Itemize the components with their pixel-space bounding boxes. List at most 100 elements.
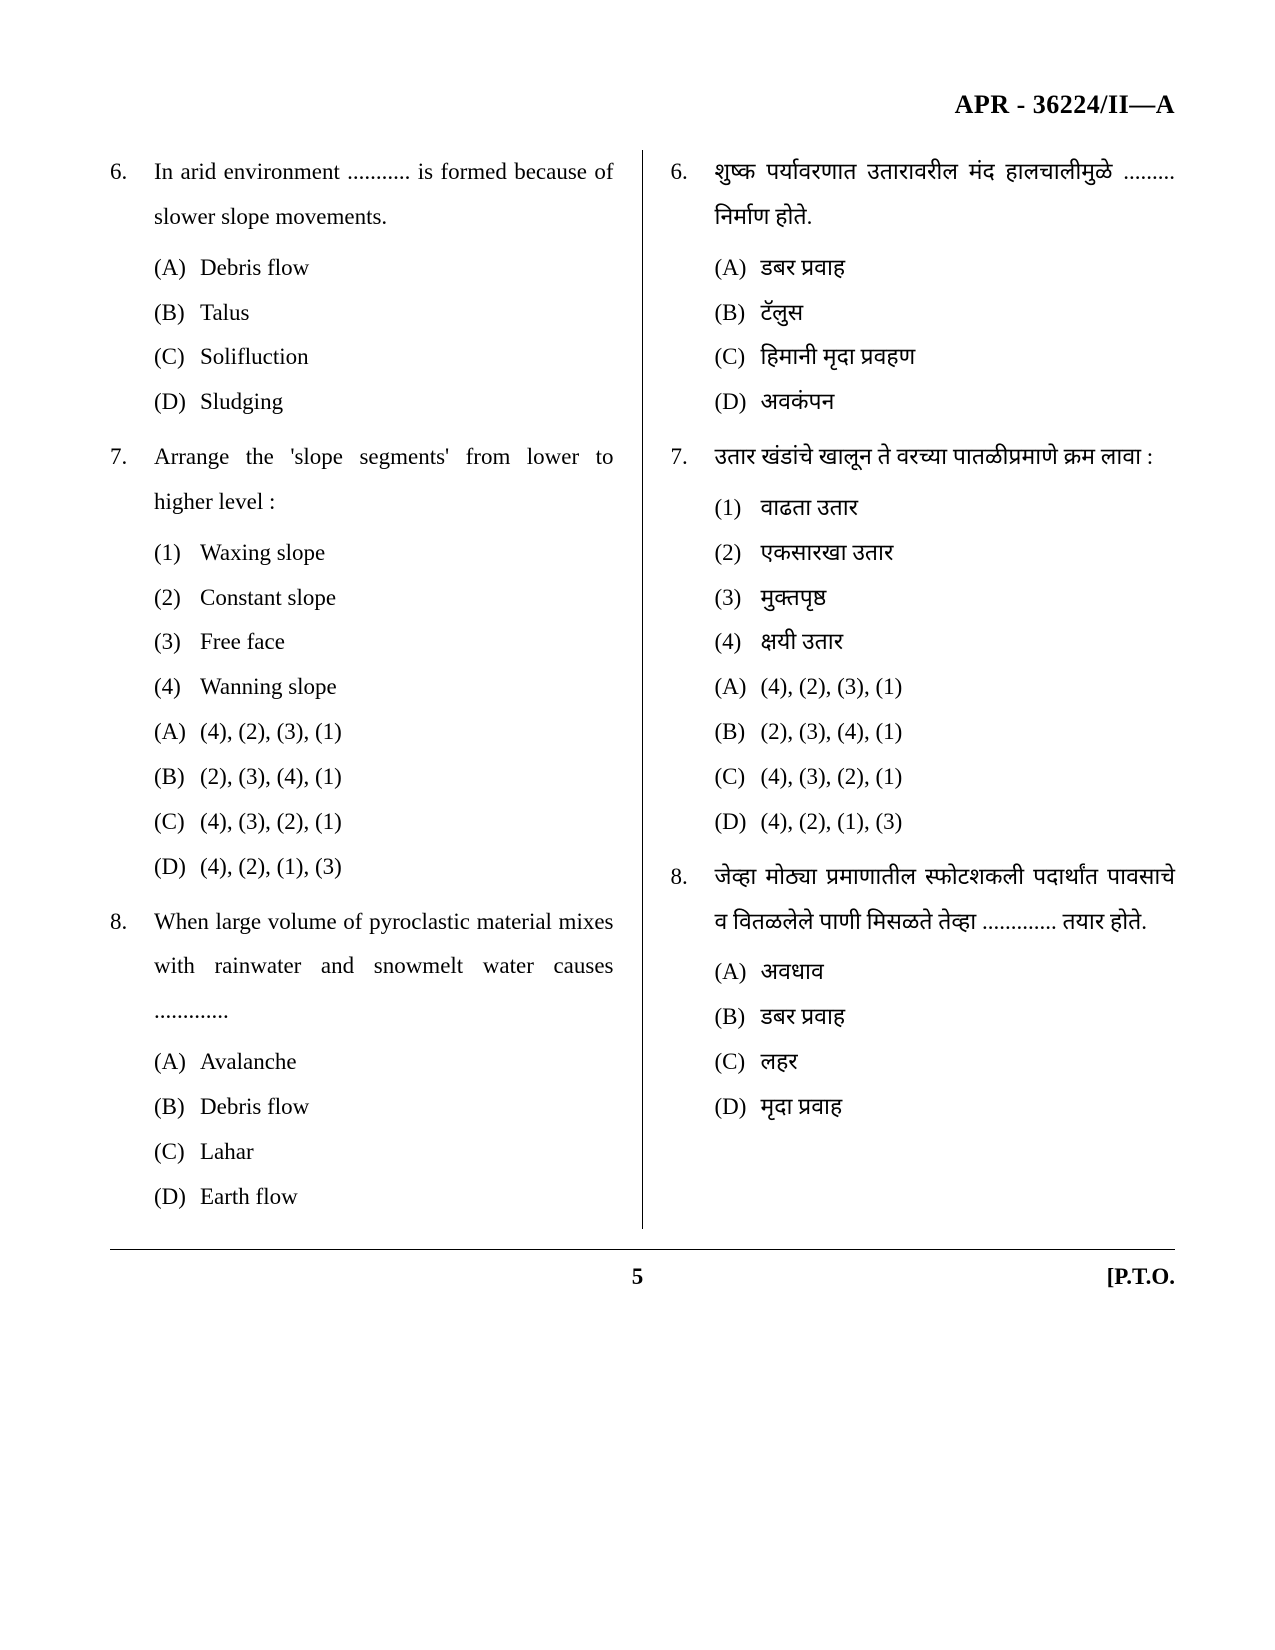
exam-header: APR - 36224/II—A xyxy=(110,90,1175,120)
column-english: 6. In arid environment ........... is fo… xyxy=(110,150,643,1229)
option-text: टॅलुस xyxy=(761,291,1176,336)
option-c: (C)लहर xyxy=(715,1040,1176,1085)
question-8-mr: 8. जेव्हा मोठ्या प्रमाणातील स्फोटशकली पद… xyxy=(671,855,1176,945)
option-text: (2), (3), (4), (1) xyxy=(200,755,614,800)
option-c: (C)Lahar xyxy=(154,1130,614,1175)
item-text: एकसारखा उतार xyxy=(761,531,1176,576)
option-text: Sludging xyxy=(200,380,614,425)
option-a: (A)Avalanche xyxy=(154,1040,614,1085)
page-footer: 5 [P.T.O. xyxy=(110,1250,1175,1290)
option-b: (B)(2), (3), (4), (1) xyxy=(154,755,614,800)
option-d: (D)(4), (2), (1), (3) xyxy=(715,800,1176,845)
option-label: (C) xyxy=(154,1130,200,1175)
items-7-en: (1)Waxing slope (2)Constant slope (3)Fre… xyxy=(154,531,614,890)
options-8-en: (A)Avalanche (B)Debris flow (C)Lahar (D)… xyxy=(154,1040,614,1219)
item-text: मुक्तपृष्ठ xyxy=(761,576,1176,621)
item-label: (4) xyxy=(154,665,200,710)
option-b: (B)डबर प्रवाह xyxy=(715,995,1176,1040)
item-text: Wanning slope xyxy=(200,665,614,710)
option-label: (D) xyxy=(715,1085,761,1130)
question-text: शुष्क पर्यावरणात उतारावरील मंद हालचालीमु… xyxy=(715,150,1176,240)
option-label: (C) xyxy=(715,755,761,800)
pto-label: [P.T.O. xyxy=(1107,1264,1175,1290)
column-marathi: 6. शुष्क पर्यावरणात उतारावरील मंद हालचाल… xyxy=(643,150,1176,1229)
question-text: जेव्हा मोठ्या प्रमाणातील स्फोटशकली पदार्… xyxy=(715,855,1176,945)
option-label: (B) xyxy=(154,291,200,336)
option-text: Solifluction xyxy=(200,335,614,380)
item-4: (4)Wanning slope xyxy=(154,665,614,710)
item-label: (2) xyxy=(154,576,200,621)
item-1: (1)वाढता उतार xyxy=(715,486,1176,531)
question-6-mr: 6. शुष्क पर्यावरणात उतारावरील मंद हालचाल… xyxy=(671,150,1176,240)
option-d: (D)मृदा प्रवाह xyxy=(715,1085,1176,1130)
question-7-mr: 7. उतार खंडांचे खालून ते वरच्या पातळीप्र… xyxy=(671,435,1176,480)
option-label: (B) xyxy=(715,710,761,755)
option-a: (A)(4), (2), (3), (1) xyxy=(715,665,1176,710)
option-label: (D) xyxy=(154,845,200,890)
item-label: (4) xyxy=(715,620,761,665)
item-label: (2) xyxy=(715,531,761,576)
option-text: Lahar xyxy=(200,1130,614,1175)
option-text: लहर xyxy=(761,1040,1176,1085)
option-text: (4), (2), (3), (1) xyxy=(761,665,1176,710)
item-text: क्षयी उतार xyxy=(761,620,1176,665)
item-3: (3)मुक्तपृष्ठ xyxy=(715,576,1176,621)
option-label: (C) xyxy=(715,335,761,380)
option-text: (4), (2), (1), (3) xyxy=(761,800,1176,845)
item-4: (4)क्षयी उतार xyxy=(715,620,1176,665)
item-3: (3)Free face xyxy=(154,620,614,665)
question-text: Arrange the 'slope segments' from lower … xyxy=(154,435,614,525)
item-label: (3) xyxy=(154,620,200,665)
option-b: (B)(2), (3), (4), (1) xyxy=(715,710,1176,755)
option-text: Debris flow xyxy=(200,1085,614,1130)
option-text: (4), (3), (2), (1) xyxy=(761,755,1176,800)
option-text: (4), (2), (1), (3) xyxy=(200,845,614,890)
question-7-en: 7. Arrange the 'slope segments' from low… xyxy=(110,435,614,525)
option-text: (4), (2), (3), (1) xyxy=(200,710,614,755)
option-text: हिमानी मृदा प्रवहण xyxy=(761,335,1176,380)
page-number: 5 xyxy=(632,1264,644,1290)
option-label: (B) xyxy=(715,291,761,336)
option-label: (B) xyxy=(715,995,761,1040)
option-a: (A)(4), (2), (3), (1) xyxy=(154,710,614,755)
option-label: (A) xyxy=(154,1040,200,1085)
question-text: उतार खंडांचे खालून ते वरच्या पातळीप्रमाण… xyxy=(715,435,1176,480)
option-text: अवकंपन xyxy=(761,380,1176,425)
item-label: (1) xyxy=(154,531,200,576)
option-d: (D)Earth flow xyxy=(154,1175,614,1220)
option-label: (C) xyxy=(154,800,200,845)
option-label: (C) xyxy=(715,1040,761,1085)
option-label: (D) xyxy=(154,380,200,425)
option-d: (D)अवकंपन xyxy=(715,380,1176,425)
items-7-mr: (1)वाढता उतार (2)एकसारखा उतार (3)मुक्तपृ… xyxy=(715,486,1176,845)
option-b: (B)टॅलुस xyxy=(715,291,1176,336)
option-label: (D) xyxy=(154,1175,200,1220)
question-text: In arid environment ........... is forme… xyxy=(154,150,614,240)
option-text: Talus xyxy=(200,291,614,336)
option-label: (D) xyxy=(715,380,761,425)
option-text: मृदा प्रवाह xyxy=(761,1085,1176,1130)
option-a: (A)अवधाव xyxy=(715,950,1176,995)
option-label: (A) xyxy=(715,665,761,710)
option-c: (C)Solifluction xyxy=(154,335,614,380)
question-number: 8. xyxy=(110,900,154,1035)
option-label: (A) xyxy=(154,710,200,755)
option-b: (B)Debris flow xyxy=(154,1085,614,1130)
question-number: 6. xyxy=(110,150,154,240)
option-d: (D)Sludging xyxy=(154,380,614,425)
option-label: (B) xyxy=(154,755,200,800)
option-label: (A) xyxy=(715,246,761,291)
question-text: When large volume of pyroclastic materia… xyxy=(154,900,614,1035)
item-text: Waxing slope xyxy=(200,531,614,576)
item-label: (1) xyxy=(715,486,761,531)
item-text: Constant slope xyxy=(200,576,614,621)
option-text: डबर प्रवाह xyxy=(761,246,1176,291)
option-text: (4), (3), (2), (1) xyxy=(200,800,614,845)
option-c: (C)(4), (3), (2), (1) xyxy=(154,800,614,845)
options-8-mr: (A)अवधाव (B)डबर प्रवाह (C)लहर (D)मृदा प्… xyxy=(715,950,1176,1129)
option-c: (C)(4), (3), (2), (1) xyxy=(715,755,1176,800)
option-text: (2), (3), (4), (1) xyxy=(761,710,1176,755)
option-text: डबर प्रवाह xyxy=(761,995,1176,1040)
question-6-en: 6. In arid environment ........... is fo… xyxy=(110,150,614,240)
option-label: (D) xyxy=(715,800,761,845)
